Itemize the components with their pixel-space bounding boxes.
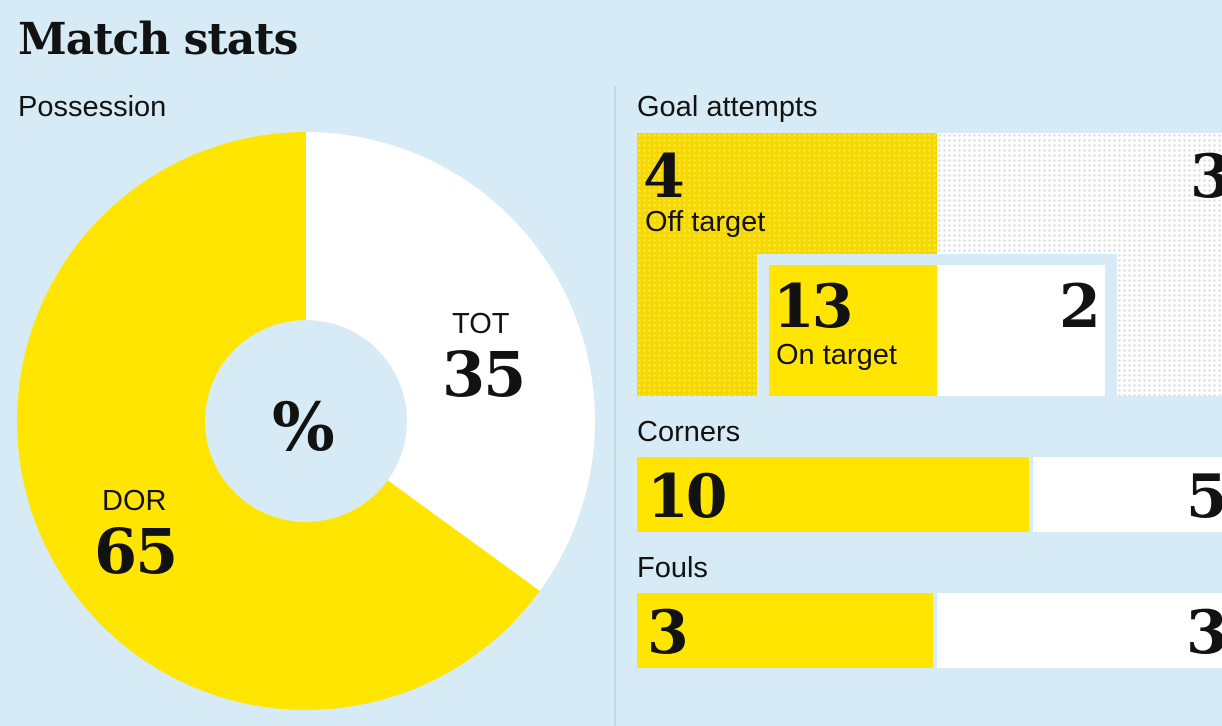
off-target-home-value: 4 bbox=[643, 142, 685, 212]
corners-home-value: 10 bbox=[647, 462, 727, 532]
off-target-label: Off target bbox=[645, 206, 766, 238]
on-target-away-value: 2 bbox=[1059, 272, 1101, 342]
possession-dor-name: DOR bbox=[102, 485, 167, 517]
fouls-home-value: 3 bbox=[647, 598, 689, 668]
off-target-away-value: 3 bbox=[1190, 142, 1222, 212]
section-divider bbox=[614, 86, 616, 726]
possession-slice-dor bbox=[17, 132, 540, 711]
corners-away-value: 5 bbox=[1186, 462, 1222, 532]
corners-away-bar bbox=[1033, 457, 1222, 532]
possession-label: Possession bbox=[18, 91, 167, 123]
possession-slice-tot bbox=[306, 132, 595, 591]
possession-tot-value: 35 bbox=[442, 338, 526, 411]
on-target-home-value: 13 bbox=[773, 272, 853, 342]
page-title: Match stats bbox=[18, 14, 298, 65]
corners-home-bar bbox=[637, 457, 1029, 532]
on-target-label: On target bbox=[776, 339, 897, 371]
goal-attempts-label: Goal attempts bbox=[637, 91, 818, 123]
fouls-home-bar bbox=[637, 593, 933, 668]
corners-label: Corners bbox=[637, 416, 741, 448]
on-target-home-bar bbox=[769, 265, 937, 396]
possession-donut-chart bbox=[17, 132, 595, 711]
possession-tot-name: TOT bbox=[452, 308, 510, 340]
fouls-label: Fouls bbox=[637, 552, 708, 584]
possession-unit-label: % bbox=[272, 388, 335, 466]
possession-dor-value: 65 bbox=[94, 515, 178, 588]
fouls-away-value: 3 bbox=[1186, 598, 1222, 668]
on-target-away-bar bbox=[937, 265, 1105, 396]
fouls-away-bar bbox=[937, 593, 1222, 668]
